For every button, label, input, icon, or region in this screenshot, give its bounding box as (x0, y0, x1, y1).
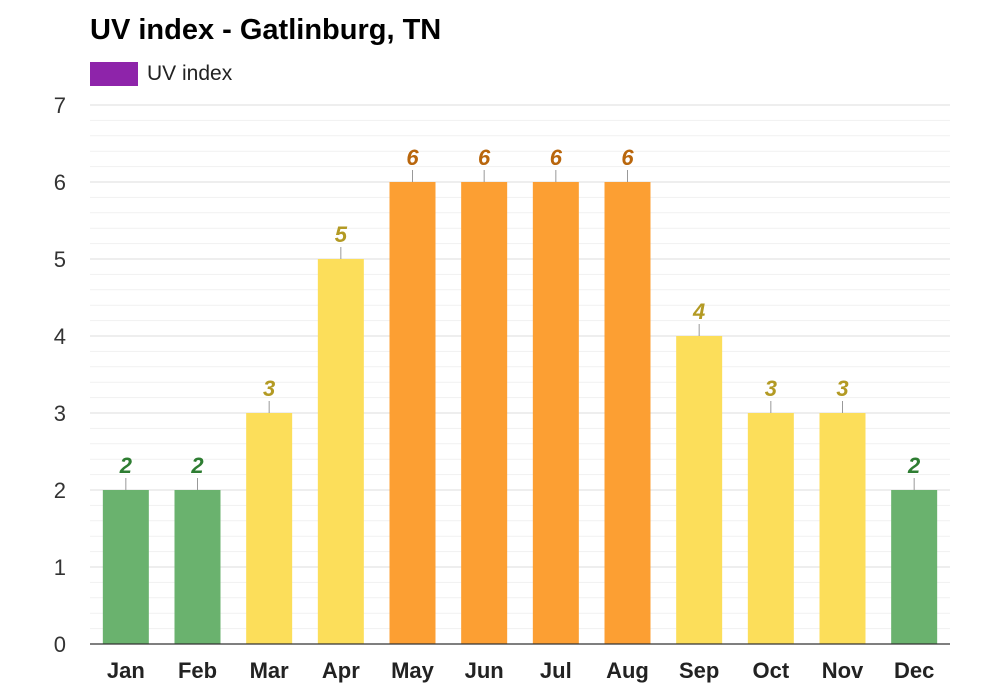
bar-nov[interactable] (819, 413, 866, 644)
x-tick-label: Dec (894, 658, 934, 683)
x-tick-label: Sep (679, 658, 719, 683)
data-label: 6 (550, 145, 563, 170)
y-tick-label: 4 (54, 324, 66, 349)
bar-feb[interactable] (174, 490, 221, 644)
y-tick-label: 1 (54, 555, 66, 580)
y-tick-label: 5 (54, 247, 66, 272)
bar-oct[interactable] (747, 413, 794, 644)
bar-jul[interactable] (532, 182, 579, 644)
x-tick-label: May (391, 658, 435, 683)
bar-jan[interactable] (102, 490, 149, 644)
y-tick-label: 3 (54, 401, 66, 426)
bar-may[interactable] (389, 182, 436, 644)
data-label: 6 (406, 145, 419, 170)
bars: 2 2 3 5 6 6 6 6 4 3 3 2 (102, 145, 938, 644)
data-label: 3 (263, 376, 275, 401)
data-label: 6 (621, 145, 634, 170)
legend-label: UV index (147, 62, 233, 85)
bar-dec[interactable] (891, 490, 938, 644)
data-label: 2 (907, 453, 921, 478)
x-tick-label: Jun (465, 658, 504, 683)
x-tick-label: Feb (178, 658, 217, 683)
bar-jun[interactable] (461, 182, 508, 644)
legend-swatch (90, 62, 138, 86)
bar-apr[interactable] (317, 259, 364, 644)
bar-sep[interactable] (676, 336, 723, 644)
legend[interactable]: UV index (90, 62, 232, 86)
bar-mar[interactable] (246, 413, 293, 644)
y-tick-label: 0 (54, 632, 66, 657)
y-tick-label: 6 (54, 170, 66, 195)
axes: 0 1 2 3 4 5 6 7 Jan Feb Mar Apr May Jun Jul Aug Sep Oct No… (54, 93, 950, 683)
x-tick-label: Mar (250, 658, 290, 683)
chart-title: UV index - Gatlinburg, TN (90, 14, 442, 46)
x-tick-label: Jan (107, 658, 145, 683)
x-tick-label: Oct (752, 658, 789, 683)
data-label: 4 (692, 299, 705, 324)
grid-lines (90, 104, 950, 645)
bar-aug[interactable] (604, 182, 651, 644)
x-tick-label: Aug (606, 658, 649, 683)
y-tick-label: 7 (54, 93, 66, 118)
x-tick-label: Nov (822, 658, 864, 683)
x-tick-label: Apr (322, 658, 360, 683)
y-tick-label: 2 (54, 478, 66, 503)
data-label: 2 (119, 453, 133, 478)
x-tick-label: Jul (540, 658, 572, 683)
data-label: 2 (190, 453, 204, 478)
data-label: 3 (765, 376, 777, 401)
data-label: 6 (478, 145, 491, 170)
data-label: 5 (335, 222, 348, 247)
data-label: 3 (836, 376, 848, 401)
